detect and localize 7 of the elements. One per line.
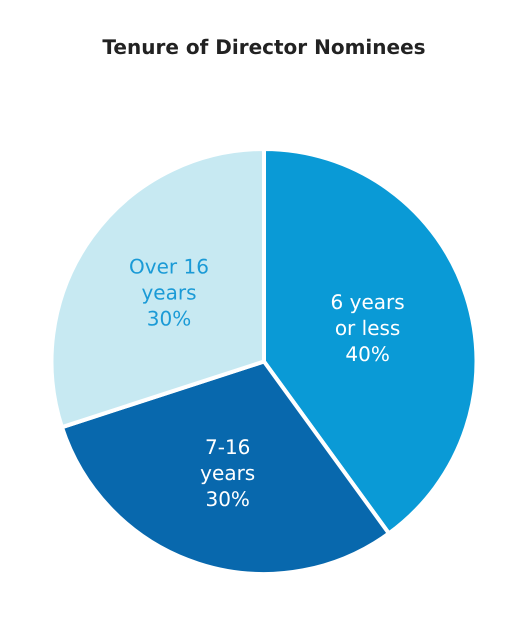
slice-label: Over 16 years [129,254,209,304]
chart-title: Tenure of Director Nominees [102,34,426,59]
data-label: 40% [345,342,390,366]
slice-label: 7-16 years [200,435,256,486]
slice-label: 6 years or less [330,290,405,340]
data-label: 30% [205,487,250,512]
data-label: 30% [146,306,192,330]
